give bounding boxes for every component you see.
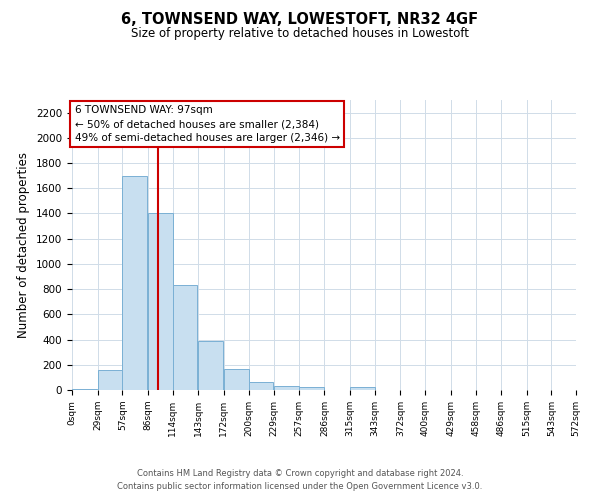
Bar xyxy=(274,386,299,390)
Text: Size of property relative to detached houses in Lowestoft: Size of property relative to detached ho… xyxy=(131,28,469,40)
Bar xyxy=(248,382,273,390)
Text: Contains public sector information licensed under the Open Government Licence v3: Contains public sector information licen… xyxy=(118,482,482,491)
Text: Contains HM Land Registry data © Crown copyright and database right 2024.: Contains HM Land Registry data © Crown c… xyxy=(137,468,463,477)
Y-axis label: Number of detached properties: Number of detached properties xyxy=(17,152,31,338)
Bar xyxy=(148,214,173,390)
Text: 6, TOWNSEND WAY, LOWESTOFT, NR32 4GF: 6, TOWNSEND WAY, LOWESTOFT, NR32 4GF xyxy=(121,12,479,28)
Bar xyxy=(98,370,122,390)
Bar xyxy=(198,341,223,390)
Bar xyxy=(299,387,323,390)
Bar xyxy=(350,387,375,390)
Bar xyxy=(122,176,147,390)
Bar xyxy=(224,369,248,390)
Text: 6 TOWNSEND WAY: 97sqm
← 50% of detached houses are smaller (2,384)
49% of semi-d: 6 TOWNSEND WAY: 97sqm ← 50% of detached … xyxy=(74,105,340,143)
Bar xyxy=(72,388,97,390)
Bar xyxy=(173,286,197,390)
